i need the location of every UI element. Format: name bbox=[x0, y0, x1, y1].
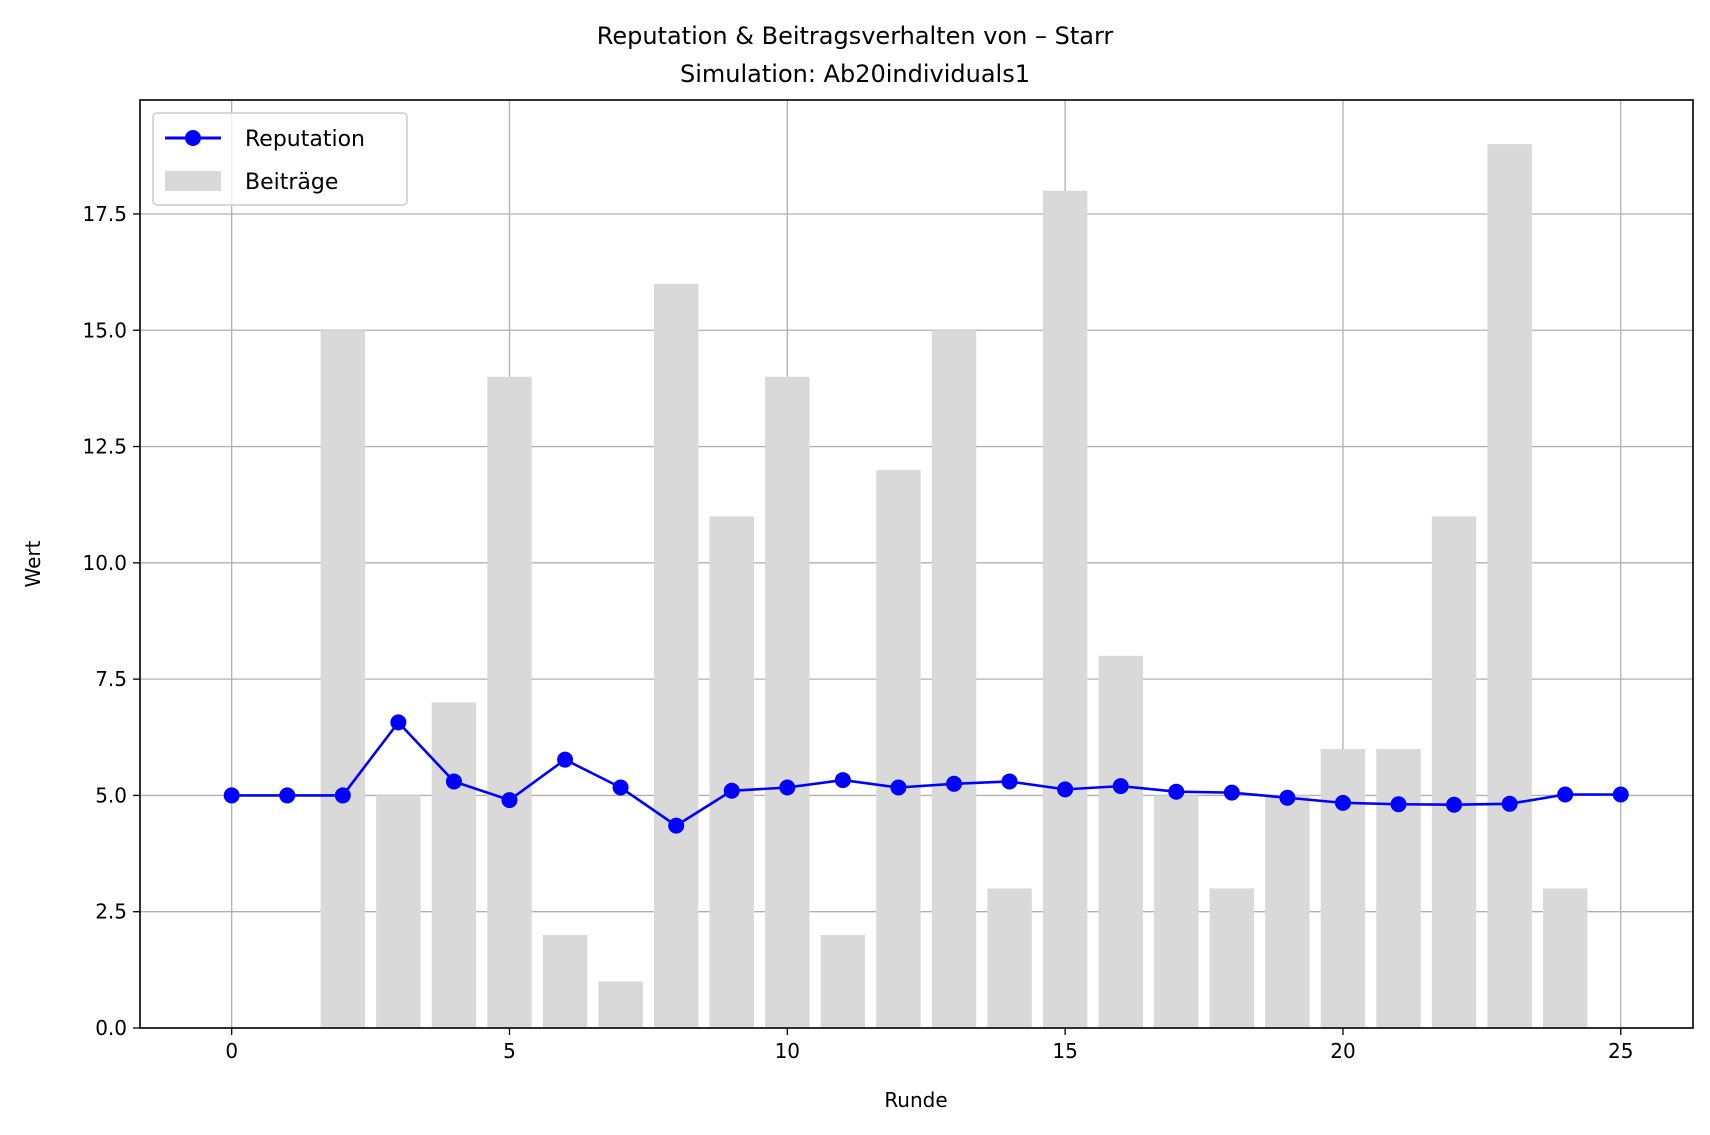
data-point bbox=[612, 779, 629, 796]
data-point bbox=[834, 772, 851, 789]
data-point bbox=[1446, 796, 1463, 813]
x-tick-label: 15 bbox=[1052, 1039, 1077, 1063]
data-point bbox=[1057, 781, 1074, 798]
bar bbox=[542, 934, 588, 1028]
x-tick-label: 20 bbox=[1330, 1039, 1355, 1063]
legend: Reputation Beiträge bbox=[152, 112, 408, 206]
y-tick-label: 15.0 bbox=[82, 318, 127, 342]
bar bbox=[987, 888, 1032, 1028]
data-point bbox=[445, 773, 462, 790]
data-point bbox=[890, 779, 907, 796]
data-point bbox=[779, 779, 796, 796]
data-point bbox=[223, 787, 240, 804]
data-point bbox=[390, 714, 407, 731]
bar bbox=[820, 934, 866, 1028]
axis-ticks: 0 5 10 15 20 25 0.0 2.5 5.0 7.5 10.0 12.5 15.0 17.5 bbox=[82, 202, 1633, 1063]
chart-title: Reputation & Beitragsverhalten von – Sta… bbox=[597, 22, 1114, 50]
bar bbox=[487, 376, 532, 1028]
x-axis-label: Runde bbox=[884, 1088, 947, 1112]
data-point bbox=[1279, 789, 1296, 806]
data-point bbox=[1168, 783, 1185, 800]
bar bbox=[709, 516, 754, 1028]
bar-series bbox=[320, 144, 1588, 1029]
y-tick-label: 12.5 bbox=[82, 435, 127, 459]
data-point bbox=[501, 792, 518, 809]
bar bbox=[1487, 144, 1532, 1028]
bar bbox=[1098, 655, 1143, 1028]
data-point bbox=[1223, 784, 1240, 801]
bar bbox=[765, 376, 810, 1028]
data-point bbox=[1557, 786, 1574, 803]
bar bbox=[1265, 795, 1310, 1028]
reputation-line bbox=[231, 721, 1621, 827]
line-series bbox=[223, 714, 1629, 834]
x-tick-label: 5 bbox=[503, 1039, 516, 1063]
bar bbox=[1209, 888, 1255, 1028]
plot-frame bbox=[139, 99, 1694, 1029]
x-tick-label: 0 bbox=[225, 1039, 238, 1063]
bar bbox=[1320, 748, 1366, 1028]
y-tick-label: 7.5 bbox=[95, 667, 127, 691]
data-point bbox=[668, 817, 685, 834]
bar bbox=[1376, 748, 1421, 1028]
bar bbox=[598, 981, 643, 1028]
data-point bbox=[1001, 773, 1018, 790]
bar bbox=[653, 283, 699, 1028]
x-tick-label: 10 bbox=[775, 1039, 800, 1063]
y-tick-label: 0.0 bbox=[95, 1016, 127, 1040]
y-tick-label: 5.0 bbox=[95, 783, 127, 807]
y-axis-label: Wert bbox=[21, 540, 45, 587]
data-point bbox=[1334, 794, 1351, 811]
bar bbox=[320, 330, 366, 1029]
bar bbox=[1154, 795, 1199, 1028]
bar bbox=[1042, 190, 1088, 1028]
data-point bbox=[1501, 795, 1518, 812]
legend-label-beitraege: Beiträge bbox=[245, 170, 338, 195]
data-point bbox=[946, 775, 963, 792]
data-point bbox=[1390, 796, 1407, 813]
bar bbox=[931, 330, 977, 1029]
bar bbox=[1431, 516, 1477, 1028]
data-point bbox=[1612, 786, 1629, 803]
legend-label-reputation: Reputation bbox=[245, 127, 365, 152]
bar bbox=[431, 702, 477, 1028]
bar bbox=[376, 795, 421, 1028]
data-point bbox=[723, 782, 740, 799]
x-tick-label: 25 bbox=[1608, 1039, 1633, 1063]
data-point bbox=[1112, 778, 1129, 795]
legend-bar-swatch bbox=[165, 171, 221, 191]
bar bbox=[876, 469, 921, 1028]
bar bbox=[1542, 888, 1588, 1028]
data-point bbox=[279, 787, 296, 804]
chart-subtitle: Simulation: Ab20individuals1 bbox=[680, 60, 1030, 88]
legend-marker-swatch bbox=[185, 130, 201, 146]
data-point bbox=[334, 787, 351, 804]
y-tick-label: 2.5 bbox=[95, 900, 127, 924]
y-tick-label: 10.0 bbox=[82, 551, 127, 575]
y-tick-label: 17.5 bbox=[82, 202, 127, 226]
data-point bbox=[557, 751, 574, 768]
